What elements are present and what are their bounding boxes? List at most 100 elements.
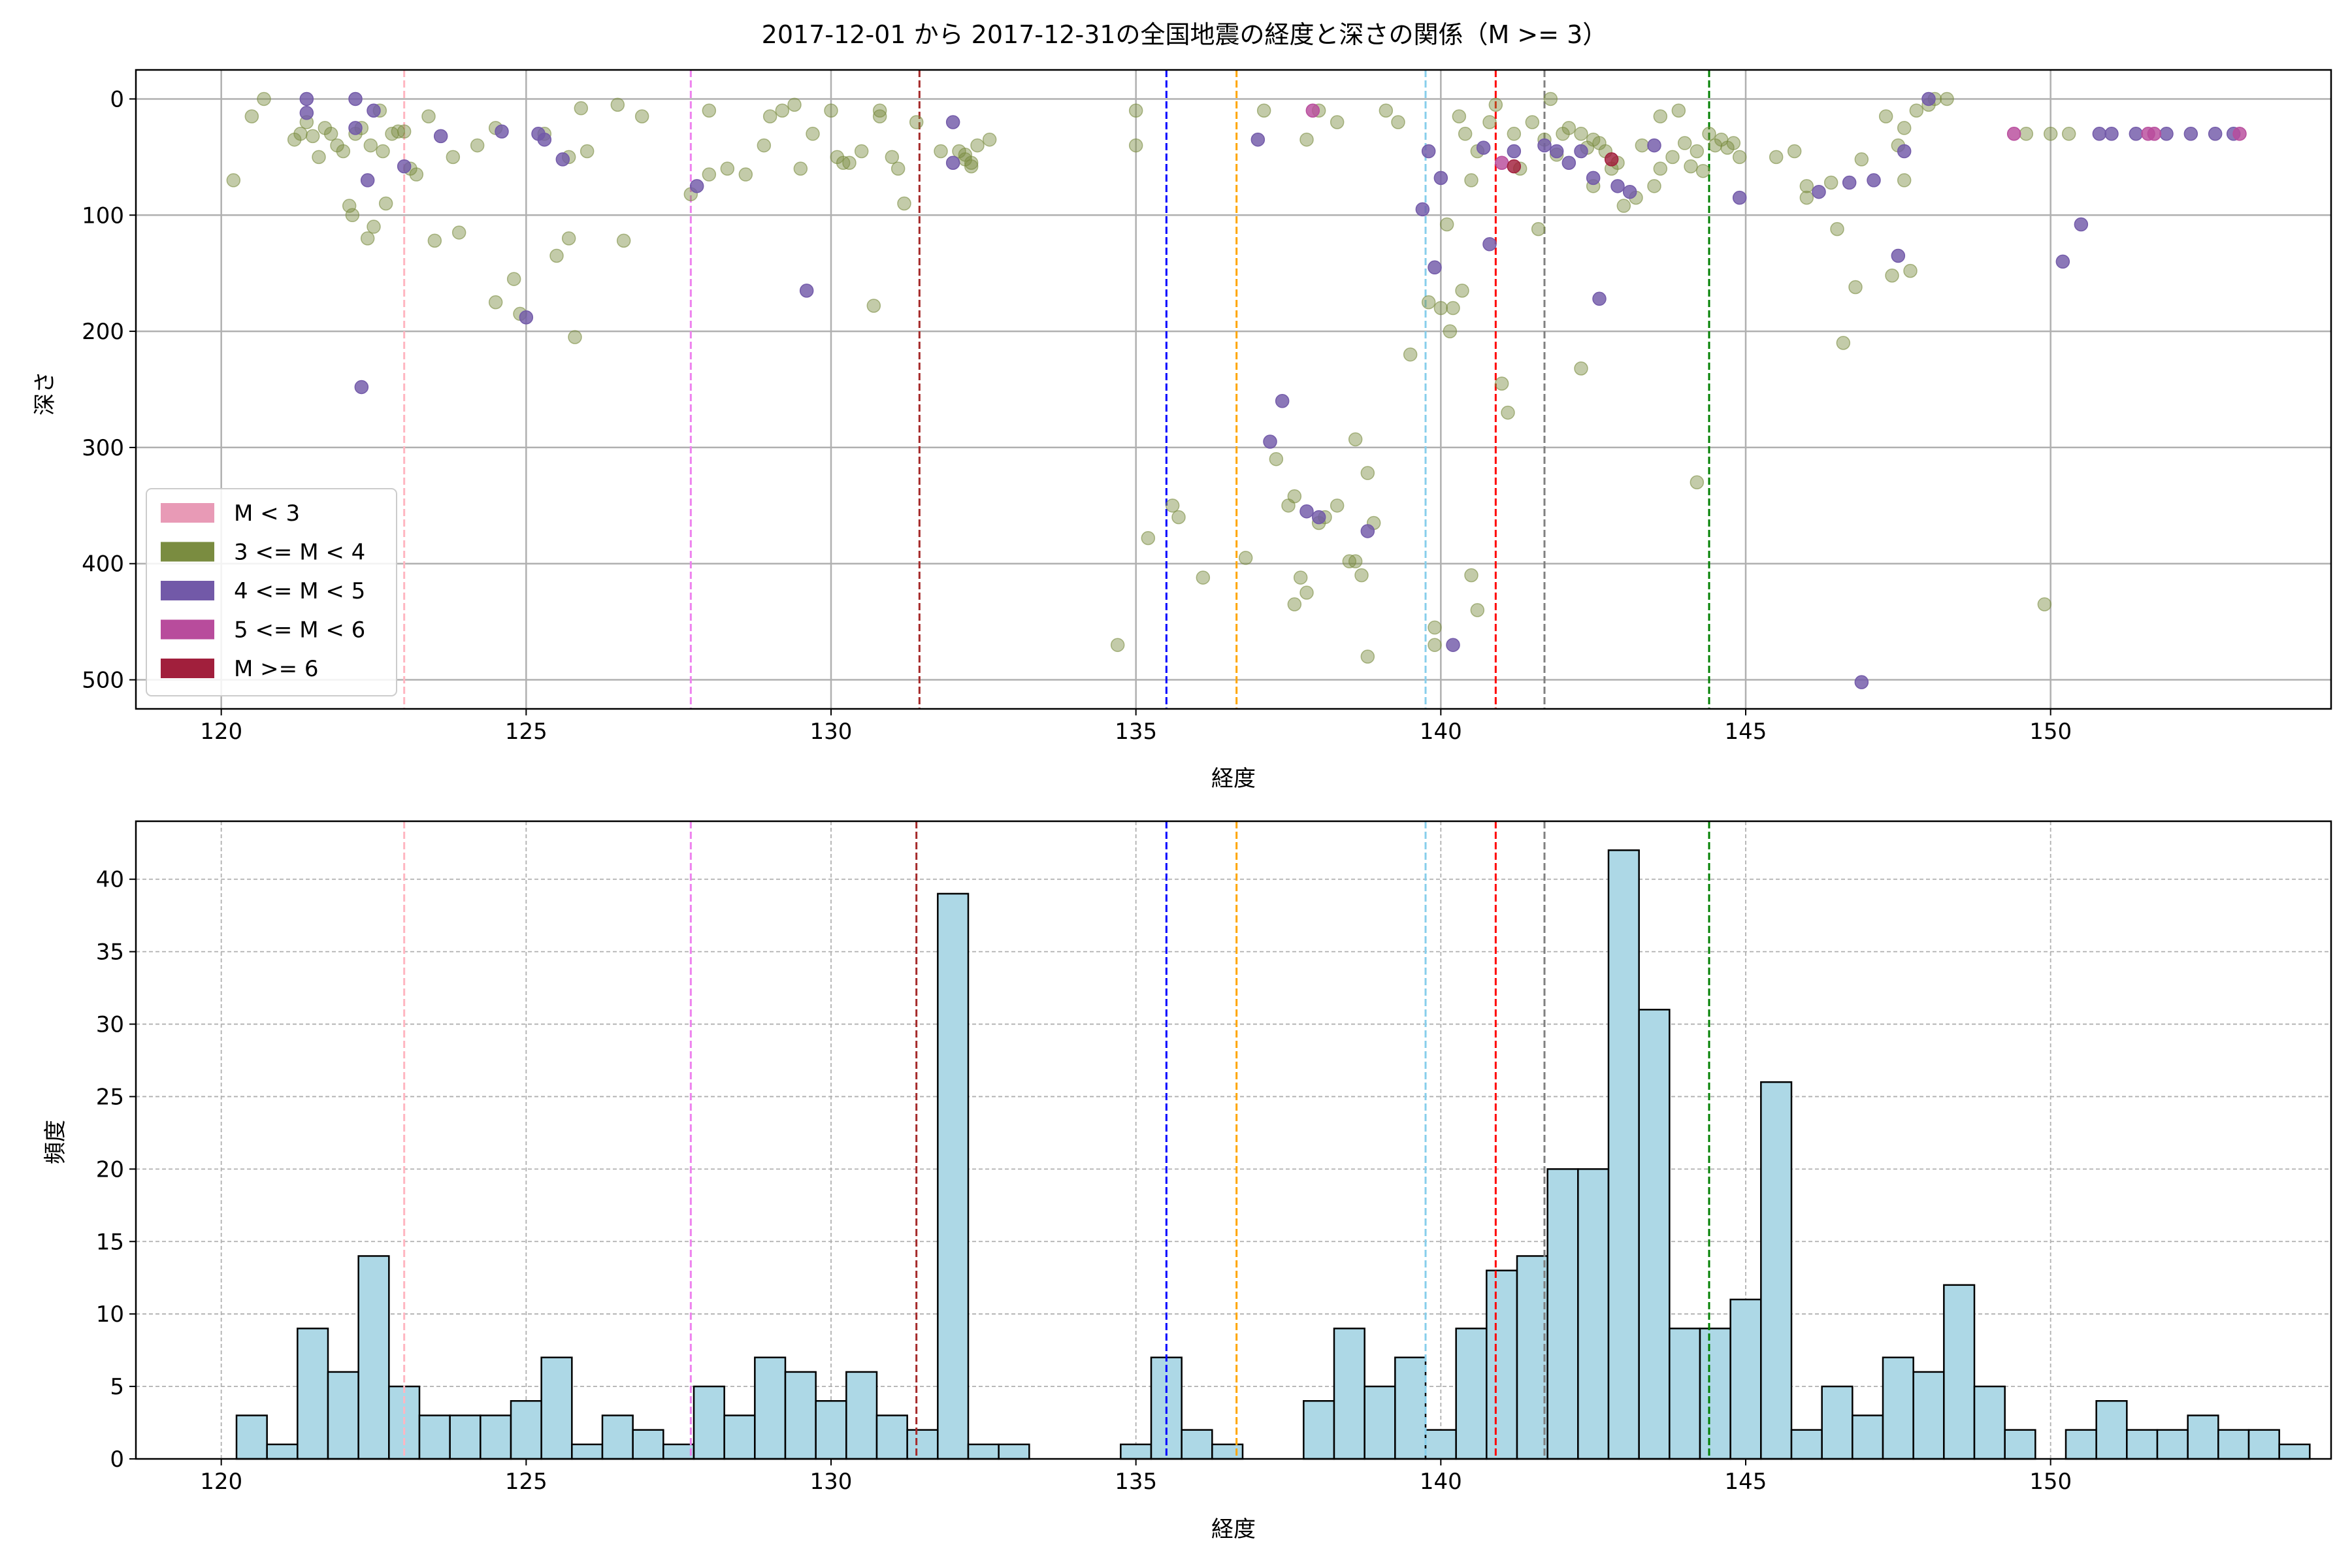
scatter-grid [136, 70, 2331, 709]
scatter-point [2129, 127, 2144, 141]
scatter-point [1878, 109, 1893, 123]
scatter-point [634, 109, 649, 123]
scatter-point [2043, 127, 2058, 141]
legend-box [146, 488, 397, 696]
scatter-x-ticks: 120 125 130 135 140 145 150 [200, 709, 2072, 745]
scatter-point [345, 208, 360, 223]
scatter-point [787, 97, 802, 112]
scatter-point [1348, 432, 1363, 447]
scatter-point [1769, 150, 1784, 165]
histogram-bar [540, 1356, 573, 1460]
scatter-point [702, 103, 717, 118]
scatter-point [793, 161, 808, 176]
scatter-point [1604, 152, 1619, 167]
scatter-point [2019, 127, 2034, 141]
scatter-point [1690, 144, 1705, 159]
histogram-bar [571, 1443, 604, 1460]
scatter-point [1141, 531, 1156, 546]
histogram-bar [1424, 1429, 1457, 1460]
histogram-bar [2187, 1414, 2219, 1460]
scatter-point [1842, 175, 1857, 190]
scatter-point [367, 220, 381, 234]
scatter-point [689, 179, 704, 193]
scatter-point [964, 155, 979, 171]
histogram-y-axis-label: 頻度 [42, 1120, 69, 1164]
histogram-bar [1973, 1385, 2006, 1460]
scatter-point [1446, 638, 1460, 652]
histogram-bar [1669, 1328, 1701, 1460]
scatter-point [1464, 568, 1478, 583]
scatter-point [1501, 405, 1515, 420]
histogram-bar [906, 1429, 939, 1460]
scatter-point [2159, 127, 2174, 141]
scatter-point [842, 155, 857, 171]
scatter-point [2147, 127, 2162, 141]
scatter-point [1665, 150, 1680, 165]
scatter-points [226, 91, 2247, 689]
scatter-point [885, 150, 900, 165]
scatter-reference-lines [403, 70, 1710, 709]
scatter-point [1921, 91, 1936, 106]
histogram-y-tick-label: 15 [96, 1229, 124, 1255]
histogram-bar [480, 1414, 512, 1460]
histogram-y-tick-label: 30 [96, 1012, 124, 1038]
scatter-point [555, 152, 570, 167]
histogram-bar [815, 1400, 847, 1460]
histogram-bar [2004, 1429, 2036, 1460]
scatter-point [866, 299, 881, 313]
histogram-y-tick-label: 20 [96, 1156, 124, 1183]
scatter-point [1360, 649, 1375, 664]
scatter-point [537, 132, 552, 147]
scatter-point [1488, 97, 1503, 112]
scatter-point [427, 233, 442, 248]
scatter-point [1455, 284, 1469, 298]
scatter-point [1250, 132, 1266, 147]
scatter-point [1885, 268, 1899, 283]
histogram-reference-lines [403, 821, 1710, 1459]
scatter-point [806, 127, 820, 141]
scatter-y-tick-label: 400 [82, 551, 124, 578]
scatter-point [1379, 103, 1394, 118]
scatter-point [1677, 136, 1692, 150]
scatter-point [495, 124, 509, 139]
histogram-bar [1852, 1414, 1884, 1460]
scatter-point [1635, 138, 1650, 153]
scatter-point [1830, 221, 1844, 237]
histogram-bar [266, 1443, 299, 1460]
scatter-point [1433, 301, 1448, 316]
histogram-x-tick-label: 150 [2029, 1469, 2072, 1495]
histogram-x-ticks: 120 125 130 135 140 145 150 [200, 1459, 2072, 1495]
scatter-point [1787, 144, 1802, 159]
legend-swatch [161, 581, 214, 600]
scatter-point [305, 129, 320, 144]
scatter-point [226, 173, 241, 188]
scatter-point [1494, 155, 1509, 171]
scatter-point [2232, 127, 2247, 141]
scatter-point [1443, 324, 1458, 338]
histogram-bar [327, 1371, 359, 1460]
histogram-bar [1760, 1081, 1793, 1460]
scatter-point [1439, 217, 1454, 232]
scatter-y-tick-label: 200 [82, 319, 124, 345]
scatter-point [367, 103, 381, 118]
legend-label: 5 <= M < 6 [234, 617, 365, 644]
histogram-bar [357, 1255, 390, 1460]
scatter-point [470, 138, 485, 153]
histogram-bar [601, 1414, 634, 1460]
scatter-point [1854, 675, 1869, 689]
legend-label: M < 3 [234, 500, 300, 527]
scatter-point [2208, 127, 2223, 141]
scatter-point [1421, 295, 1436, 310]
scatter-point [1897, 121, 1912, 135]
scatter-point [762, 109, 777, 123]
scatter-point [934, 144, 948, 159]
scatter-point [1549, 144, 1564, 159]
histogram-bar [1303, 1400, 1335, 1460]
scatter-point [2092, 127, 2107, 141]
scatter-point [1525, 115, 1540, 129]
scatter-point [1238, 551, 1253, 565]
scatter-legend: M < 3 3 <= M < 4 4 <= M < 5 5 <= M < 6 M >= … [146, 488, 397, 696]
scatter-point [397, 124, 412, 139]
scatter-point [2055, 254, 2070, 269]
